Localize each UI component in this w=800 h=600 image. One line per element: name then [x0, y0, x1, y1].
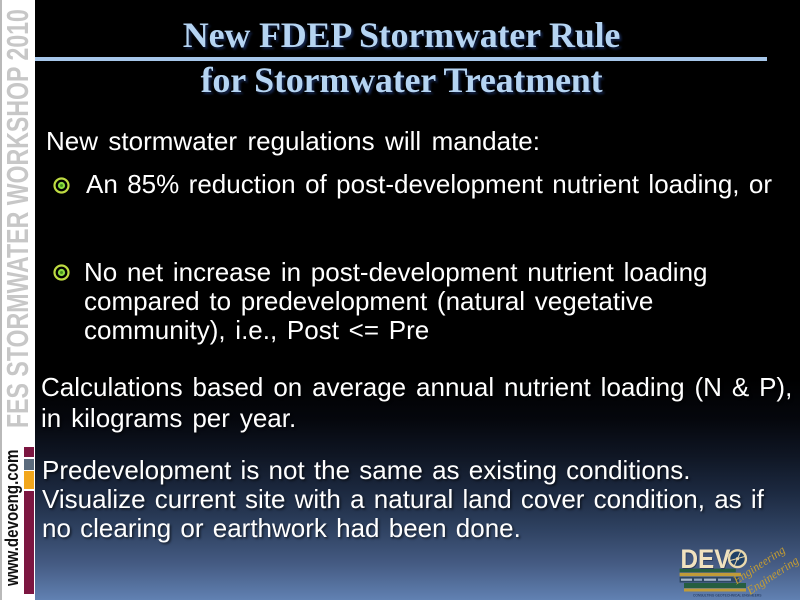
svg-text:CONSULTING GEOTECHNICAL ENGINE: CONSULTING GEOTECHNICAL ENGINEERS [693, 594, 762, 598]
svg-text:DEV: DEV [680, 545, 730, 574]
svg-text:DEV: DEV [681, 546, 731, 575]
